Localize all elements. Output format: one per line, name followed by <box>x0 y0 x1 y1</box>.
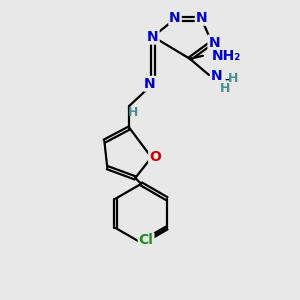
Text: H: H <box>228 72 238 85</box>
Text: Cl: Cl <box>139 233 154 247</box>
Text: N: N <box>144 77 156 91</box>
Text: H: H <box>128 106 138 119</box>
Text: NH₂: NH₂ <box>212 49 241 63</box>
Text: N: N <box>208 35 220 50</box>
Text: N: N <box>169 11 181 25</box>
Text: N: N <box>147 30 159 44</box>
Text: –: – <box>224 75 230 85</box>
Text: N: N <box>196 11 207 25</box>
Text: O: O <box>149 150 161 164</box>
Text: H: H <box>220 82 230 95</box>
Text: N: N <box>211 69 223 83</box>
